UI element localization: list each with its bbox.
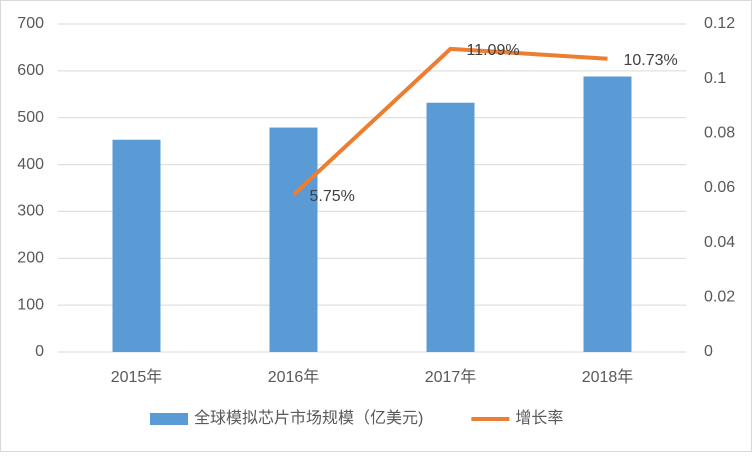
y-tick-label: 400 bbox=[17, 156, 44, 173]
x-tick-label: 2016年 bbox=[268, 368, 320, 386]
y2-tick-label: 0.08 bbox=[704, 125, 735, 142]
bar bbox=[583, 76, 632, 352]
y-tick-label: 200 bbox=[17, 250, 44, 267]
line bbox=[292, 46, 608, 197]
legend-label: 全球模拟芯片市场规模（亿美元) bbox=[194, 409, 423, 427]
y2-tick-label: 0 bbox=[704, 343, 713, 360]
y2-tick-label: 0.02 bbox=[704, 289, 735, 306]
y-tick-label: 300 bbox=[17, 203, 44, 220]
y-tick-label: 500 bbox=[17, 109, 44, 126]
y-tick-label: 600 bbox=[17, 62, 44, 79]
bar bbox=[426, 102, 475, 352]
bar bbox=[112, 139, 161, 352]
legend-label: 增长率 bbox=[515, 409, 563, 427]
y2-tick-label: 0.1 bbox=[704, 70, 726, 87]
y2-tick-label: 0.12 bbox=[704, 15, 735, 32]
bar bbox=[269, 127, 318, 352]
y-tick-label: 0 bbox=[35, 343, 44, 360]
x-tick-label: 2018年 bbox=[582, 368, 634, 386]
x-tick-label: 2017年 bbox=[425, 368, 477, 386]
x-tick-label: 2015年 bbox=[111, 368, 163, 386]
y2-tick-label: 0.04 bbox=[704, 234, 735, 251]
data-label: 11.09% bbox=[467, 42, 520, 59]
data-label: 5.75% bbox=[310, 188, 355, 205]
y-tick-label: 100 bbox=[17, 296, 44, 313]
y2-tick-label: 0.06 bbox=[704, 179, 735, 196]
legend-swatch bbox=[150, 413, 188, 425]
data-label: 10.73% bbox=[624, 52, 678, 69]
y-tick-label: 700 bbox=[17, 15, 44, 32]
